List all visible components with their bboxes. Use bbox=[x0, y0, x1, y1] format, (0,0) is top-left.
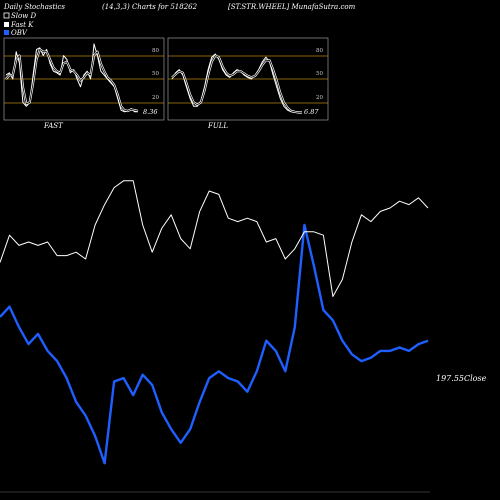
full-slow-d-line bbox=[171, 55, 302, 113]
fast-tick-50: 50 bbox=[152, 71, 159, 77]
legend-label-slow-d: Slow D bbox=[11, 12, 36, 20]
full-panel-title: FULL bbox=[207, 122, 228, 130]
price-obv-area bbox=[0, 180, 429, 465]
legend-swatch-fast-k bbox=[4, 22, 9, 27]
full-fast-k-line bbox=[171, 53, 302, 113]
close-price-label: 197.55Close bbox=[436, 374, 487, 383]
full-stochastic-panel: 80 50 20 6.87 FULL bbox=[167, 37, 329, 130]
header-left: Daily Stochastics bbox=[3, 3, 65, 11]
fast-last-value: 8.36 bbox=[143, 108, 157, 116]
header-center: (14,3,3) Charts for 518262 bbox=[102, 3, 198, 11]
legend-swatch-slow-d bbox=[3, 12, 10, 19]
legend-label-obv: OBV bbox=[11, 29, 28, 37]
fast-slow-d-line bbox=[5, 49, 139, 112]
fast-tick-80: 80 bbox=[152, 48, 159, 54]
full-tick-80: 80 bbox=[316, 48, 323, 54]
full-last-value: 6.87 bbox=[304, 108, 319, 116]
full-tick-50: 50 bbox=[316, 71, 323, 77]
obv-line bbox=[0, 223, 429, 465]
fast-panel-title: FAST bbox=[43, 122, 64, 130]
legend: Slow D Fast K OBV bbox=[3, 12, 36, 37]
header-right: [ST.STR.WHEEL] MunafaSutra.com bbox=[228, 3, 356, 11]
fast-tick-20: 20 bbox=[152, 95, 159, 101]
legend-label-fast-k: Fast K bbox=[10, 21, 34, 29]
price-line bbox=[0, 180, 429, 297]
legend-swatch-obv bbox=[4, 30, 9, 35]
fast-stochastic-panel: 80 50 20 8.36 FAST bbox=[3, 37, 165, 130]
full-tick-20: 20 bbox=[316, 95, 323, 101]
